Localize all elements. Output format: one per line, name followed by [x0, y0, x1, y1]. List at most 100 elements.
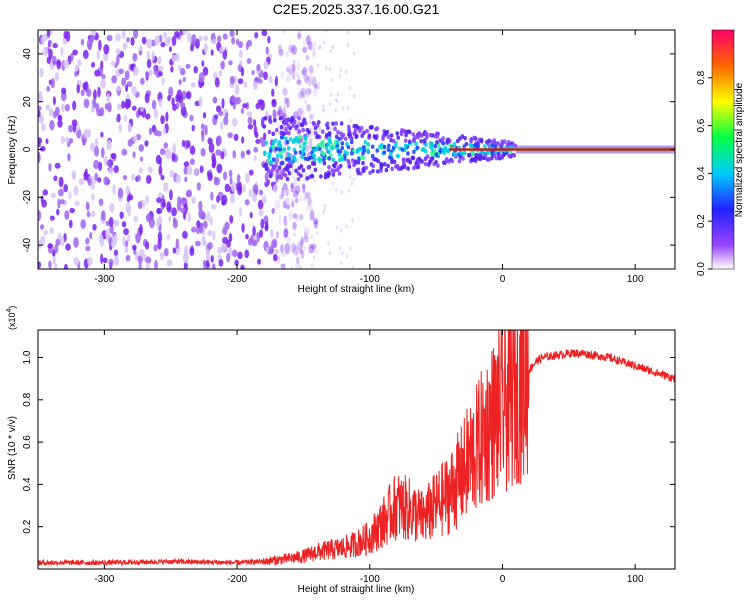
- heatmap-cell: [106, 139, 112, 151]
- heatmap-cell: [240, 265, 244, 269]
- heatmap-cell: [115, 219, 120, 227]
- heatmap-cell: [173, 31, 180, 38]
- heatmap-cell: [299, 248, 303, 254]
- heatmap-cell: [428, 141, 433, 146]
- heatmap-cell: [246, 149, 251, 155]
- heatmap-cell: [296, 176, 301, 182]
- heatmap-cell: [72, 123, 77, 133]
- heatmap-cell: [463, 135, 467, 141]
- heatmap-cell: [310, 234, 313, 239]
- heatmap-cell: [64, 210, 70, 220]
- heatmap-cell: [400, 147, 405, 152]
- heatmap-cell: [236, 174, 241, 184]
- heatmap-cell: [71, 170, 77, 180]
- heatmap-cell: [478, 153, 482, 159]
- heatmap-cell: [201, 212, 206, 220]
- heatmap-cell: [281, 30, 287, 34]
- heatmap-cell: [261, 30, 268, 37]
- heatmap-cell: [54, 162, 61, 169]
- heatmap-cell: [282, 131, 286, 137]
- heatmap-cell: [483, 153, 488, 158]
- heatmap-cell: [246, 58, 252, 64]
- heatmap-cell: [210, 191, 214, 201]
- heatmap-cell: [349, 135, 353, 141]
- heatmap-cell: [283, 103, 289, 109]
- heatmap-cell: [233, 133, 239, 141]
- heatmap-cell: [407, 129, 412, 135]
- heatmap-cell: [291, 123, 295, 128]
- heatmap-cell: [80, 89, 85, 97]
- heatmap-cell: [313, 220, 318, 229]
- heatmap-cell: [430, 151, 434, 156]
- heatmap-cell: [282, 87, 288, 96]
- heatmap-cell: [205, 259, 210, 269]
- heatmap-cell: [295, 71, 299, 78]
- heatmap-cell: [160, 42, 166, 48]
- heatmap-cell: [262, 124, 267, 129]
- heatmap-cell: [428, 159, 432, 165]
- heatmap-cell: [171, 151, 176, 162]
- heatmap-cell: [216, 135, 222, 146]
- heatmap-cell: [292, 190, 299, 198]
- heatmap-cell: [138, 249, 145, 257]
- heatmap-cell: [91, 210, 96, 218]
- heatmap-cell: [180, 197, 187, 203]
- heatmap-cell: [227, 132, 233, 139]
- heatmap-cell: [82, 49, 89, 60]
- heatmap-cell: [388, 155, 392, 160]
- heatmap-cell: [285, 176, 290, 182]
- heatmap-cell: [103, 176, 110, 186]
- heatmap-cell: [172, 217, 177, 226]
- heatmap-cell: [315, 249, 318, 254]
- heatmap-cell: [429, 145, 434, 151]
- heatmap-cell: [310, 263, 315, 269]
- heatmap-cell: [423, 161, 428, 167]
- heatmap-cell: [68, 219, 73, 229]
- heatmap-cell: [419, 139, 424, 144]
- heatmap-cell: [244, 249, 250, 259]
- heatmap-cell: [153, 244, 158, 252]
- heatmap-cell: [378, 144, 382, 149]
- heatmap-cell: [335, 225, 339, 230]
- heatmap-cell: [287, 171, 292, 176]
- heatmap-cell: [237, 251, 243, 260]
- heatmap-cell: [47, 243, 53, 249]
- heatmap-cell: [428, 132, 433, 138]
- heatmap-cell: [351, 158, 355, 163]
- heatmap-cell: [309, 64, 314, 75]
- heatmap-cell: [425, 135, 429, 140]
- heatmap-cell: [356, 167, 361, 172]
- heatmap-cell: [48, 260, 52, 269]
- heatmap-cell: [433, 144, 438, 149]
- heatmap-cell: [288, 210, 293, 222]
- heatmap-cell: [228, 169, 233, 178]
- heatmap-cell: [132, 135, 138, 142]
- heatmap-cell: [350, 181, 354, 186]
- heatmap-cell: [416, 134, 421, 140]
- heatmap-cell: [462, 150, 467, 156]
- heatmap-cell: [183, 166, 188, 175]
- x-tick-label: -200: [227, 274, 247, 285]
- heatmap-cell: [346, 105, 350, 110]
- heatmap-cell: [231, 95, 236, 104]
- heatmap-cell: [464, 141, 469, 147]
- heatmap-cell: [38, 110, 41, 118]
- heatmap-cell: [196, 220, 201, 228]
- heatmap-cell: [291, 45, 297, 55]
- heatmap-cell: [327, 156, 332, 161]
- heatmap-cell: [334, 108, 337, 113]
- heatmap-cell: [240, 108, 244, 115]
- heatmap-cell: [80, 38, 85, 46]
- heatmap-cell: [176, 200, 182, 212]
- heatmap-cell: [297, 95, 301, 100]
- heatmap-cell: [341, 251, 344, 256]
- heatmap-cell: [106, 34, 113, 42]
- heatmap-cell: [355, 148, 360, 153]
- heatmap-cell: [326, 142, 330, 147]
- heatmap-cell: [319, 126, 322, 131]
- heatmap-cell: [52, 256, 56, 265]
- heatmap-cell: [335, 140, 340, 145]
- heatmap-cell: [130, 36, 135, 46]
- heatmap-cell: [124, 70, 130, 81]
- heatmap-cell: [109, 202, 115, 213]
